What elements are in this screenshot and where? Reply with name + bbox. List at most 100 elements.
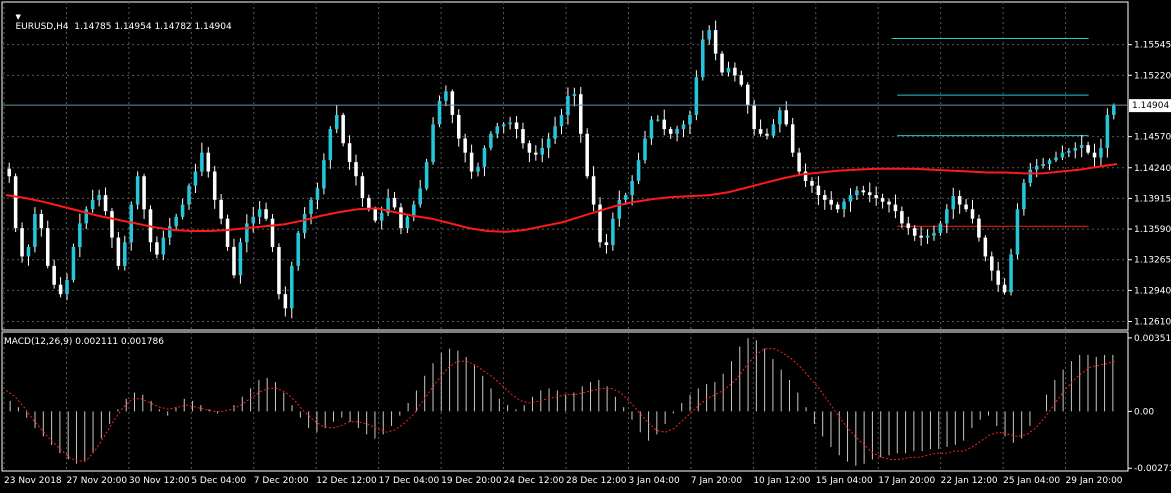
bull-candle: [1073, 147, 1078, 151]
bear-candle: [957, 196, 962, 205]
bull-candle: [1060, 152, 1065, 158]
bull-candle: [1067, 150, 1071, 153]
bull-candle: [193, 171, 198, 186]
bull-candle: [932, 232, 936, 236]
bear-candle: [713, 30, 718, 54]
bull-candle: [482, 147, 487, 167]
bull-candle: [71, 246, 76, 281]
bear-candle: [810, 180, 814, 186]
bear-candle: [996, 270, 1000, 285]
bull-candle: [444, 91, 448, 101]
bull-candle: [501, 124, 506, 127]
symbol-info: EURUSD,H4 1.14785 1.14954 1.14782 1.1490…: [15, 22, 232, 32]
bull-candle: [630, 180, 634, 196]
bear-candle: [225, 218, 230, 247]
time-tick-label: 7 Jan 20:00: [691, 476, 743, 486]
time-tick-label: 3 Jan 04:00: [628, 476, 680, 486]
bear-candle: [155, 242, 159, 255]
bear-candle: [1092, 152, 1097, 158]
bear-candle: [906, 223, 911, 229]
bull-candle: [1105, 114, 1110, 148]
time-tick-label: 17 Jan 20:00: [878, 476, 935, 486]
bull-candle: [656, 119, 660, 121]
last-price-badge: 1.14904: [1129, 99, 1171, 113]
bull-candle: [848, 195, 853, 202]
time-tick-label: 17 Dec 04:00: [379, 476, 440, 486]
bull-candle: [842, 201, 846, 210]
time-tick-label: 12 Dec 12:00: [316, 476, 377, 486]
time-tick-label: 25 Jan 04:00: [1003, 476, 1060, 486]
time-tick-label: 19 Dec 20:00: [441, 476, 502, 486]
price-tick-label: 1.15220: [1134, 71, 1171, 81]
bull-candle: [1022, 182, 1026, 210]
bear-candle: [752, 105, 756, 130]
bull-candle: [135, 176, 140, 205]
bull-candle: [180, 204, 185, 217]
bull-candle: [675, 129, 679, 134]
macd-histogram: [9, 338, 1114, 466]
time-tick-label: 27 Nov 20:00: [66, 476, 127, 486]
bull-candle: [540, 147, 545, 155]
time-tick-label: 30 Nov 12:00: [129, 476, 190, 486]
macd-tick-label: 0.00: [1134, 407, 1154, 417]
bear-candle: [668, 129, 673, 134]
price-tick-label: 1.13915: [1134, 194, 1171, 204]
bear-candle: [103, 195, 108, 212]
bull-candle: [245, 223, 249, 243]
bull-candle: [701, 39, 705, 78]
bull-candle: [328, 129, 333, 161]
bear-candle: [360, 176, 365, 198]
bear-candle: [277, 246, 281, 295]
bull-candle: [238, 242, 243, 276]
macd-tick-label: 0.003512: [1134, 334, 1171, 344]
dropdown-triangle-icon[interactable]: ▼: [15, 13, 21, 21]
bull-candle: [508, 122, 512, 125]
bull-candle: [925, 235, 930, 238]
horizontal-levels[interactable]: [891, 38, 1089, 227]
bull-candle: [938, 223, 943, 233]
bull-candle: [726, 67, 731, 73]
bull-candle: [386, 197, 390, 214]
macd-pane-border: [1, 331, 1129, 472]
bear-candle: [720, 53, 724, 73]
bull-candle: [945, 209, 949, 224]
bear-candle: [823, 195, 827, 200]
bear-candle: [347, 143, 352, 163]
bull-candle: [257, 209, 262, 217]
price-tick-label: 1.13265: [1134, 256, 1171, 266]
bull-candle: [334, 114, 339, 130]
bull-candle: [636, 160, 641, 181]
bull-candle: [1034, 165, 1039, 170]
bear-candle: [739, 75, 744, 85]
bear-candle: [463, 138, 467, 153]
time-tick-label: 10 Jan 12:00: [753, 476, 810, 486]
bull-candle: [296, 232, 300, 266]
macd-signal-line: [5, 348, 1118, 463]
bear-candle: [970, 209, 975, 219]
bear-candle: [354, 162, 358, 177]
bear-candle: [900, 211, 904, 224]
bull-candle: [681, 124, 686, 130]
time-tick-label: 23 Nov 2018: [4, 476, 62, 486]
time-tick-label: 7 Dec 20:00: [254, 476, 309, 486]
bull-candle: [174, 216, 178, 227]
bull-candle: [65, 280, 69, 295]
bear-candle: [803, 171, 808, 181]
bear-candle: [893, 204, 898, 212]
bull-candle: [1054, 157, 1058, 161]
bear-candle: [232, 246, 236, 276]
bull-candle: [123, 242, 127, 266]
time-tick-label: 24 Dec 12:00: [504, 476, 565, 486]
bull-candle: [187, 185, 191, 205]
time-tick-label: 5 Dec 04:00: [191, 476, 246, 486]
bear-candle: [13, 176, 18, 229]
bear-candle: [206, 152, 211, 172]
bear-candle: [835, 204, 840, 210]
bear-candle: [456, 114, 461, 139]
bear-candle: [39, 213, 44, 229]
bull-candle: [559, 114, 564, 127]
bear-candle: [604, 242, 609, 246]
bear-candle: [784, 110, 789, 125]
